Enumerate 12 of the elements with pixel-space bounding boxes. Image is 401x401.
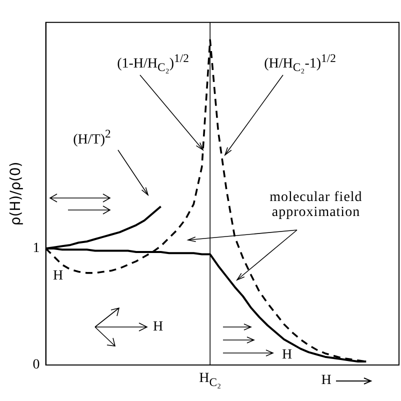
annotation: H [52,268,64,284]
annotation: H [282,348,292,362]
annotation: (H/T)$^{2}$ [73,126,111,148]
y-tick-label: 0 [32,358,40,373]
x-tick-label: H$_{C₂}$ [199,371,222,390]
y-axis-title: ρ(H)/ρ(0) [8,162,24,226]
annotation: H [152,320,164,334]
annotation: (H/H$_{C₂}$-1)$^{1/2}$ [264,50,336,76]
y-tick-label: 1 [32,241,40,256]
x-axis-title: H [321,373,332,388]
annotation: (1-H/H$_{C₂}$)$^{1/2}$ [117,50,189,76]
annotation: molecular field approximation [268,190,364,220]
